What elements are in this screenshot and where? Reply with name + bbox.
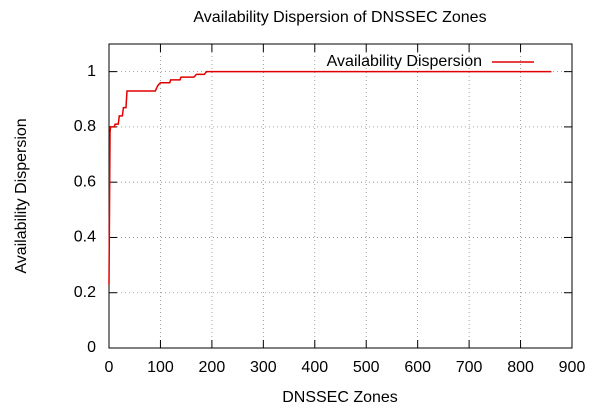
x-tick-label: 300 <box>250 359 277 376</box>
y-tick-label: 0 <box>87 339 96 356</box>
y-tick-label: 0.4 <box>74 229 96 246</box>
y-tick-label: 1 <box>87 63 96 80</box>
data-line <box>108 70 552 285</box>
x-tick-label: 400 <box>301 359 328 376</box>
x-tick-label: 0 <box>105 359 114 376</box>
plot-frame <box>108 43 573 349</box>
x-tick-label: 200 <box>199 359 226 376</box>
x-tick-label: 800 <box>507 359 534 376</box>
x-tick-label: 700 <box>456 359 483 376</box>
y-axis-label: Availability Dispersion <box>13 118 30 273</box>
y-tick-label: 0.8 <box>74 118 96 135</box>
x-axis-label: DNSSEC Zones <box>282 389 398 406</box>
x-tick-label: 100 <box>147 359 174 376</box>
y-tick-label: 0.6 <box>74 173 96 190</box>
chart-title: Availability Dispersion of DNSSEC Zones <box>193 9 486 26</box>
x-tick-label: 500 <box>353 359 380 376</box>
x-tick-label: 900 <box>559 359 586 376</box>
x-tick-label: 600 <box>404 359 431 376</box>
legend-label: Availability Dispersion <box>327 53 482 70</box>
y-tick-label: 0.2 <box>74 284 96 301</box>
